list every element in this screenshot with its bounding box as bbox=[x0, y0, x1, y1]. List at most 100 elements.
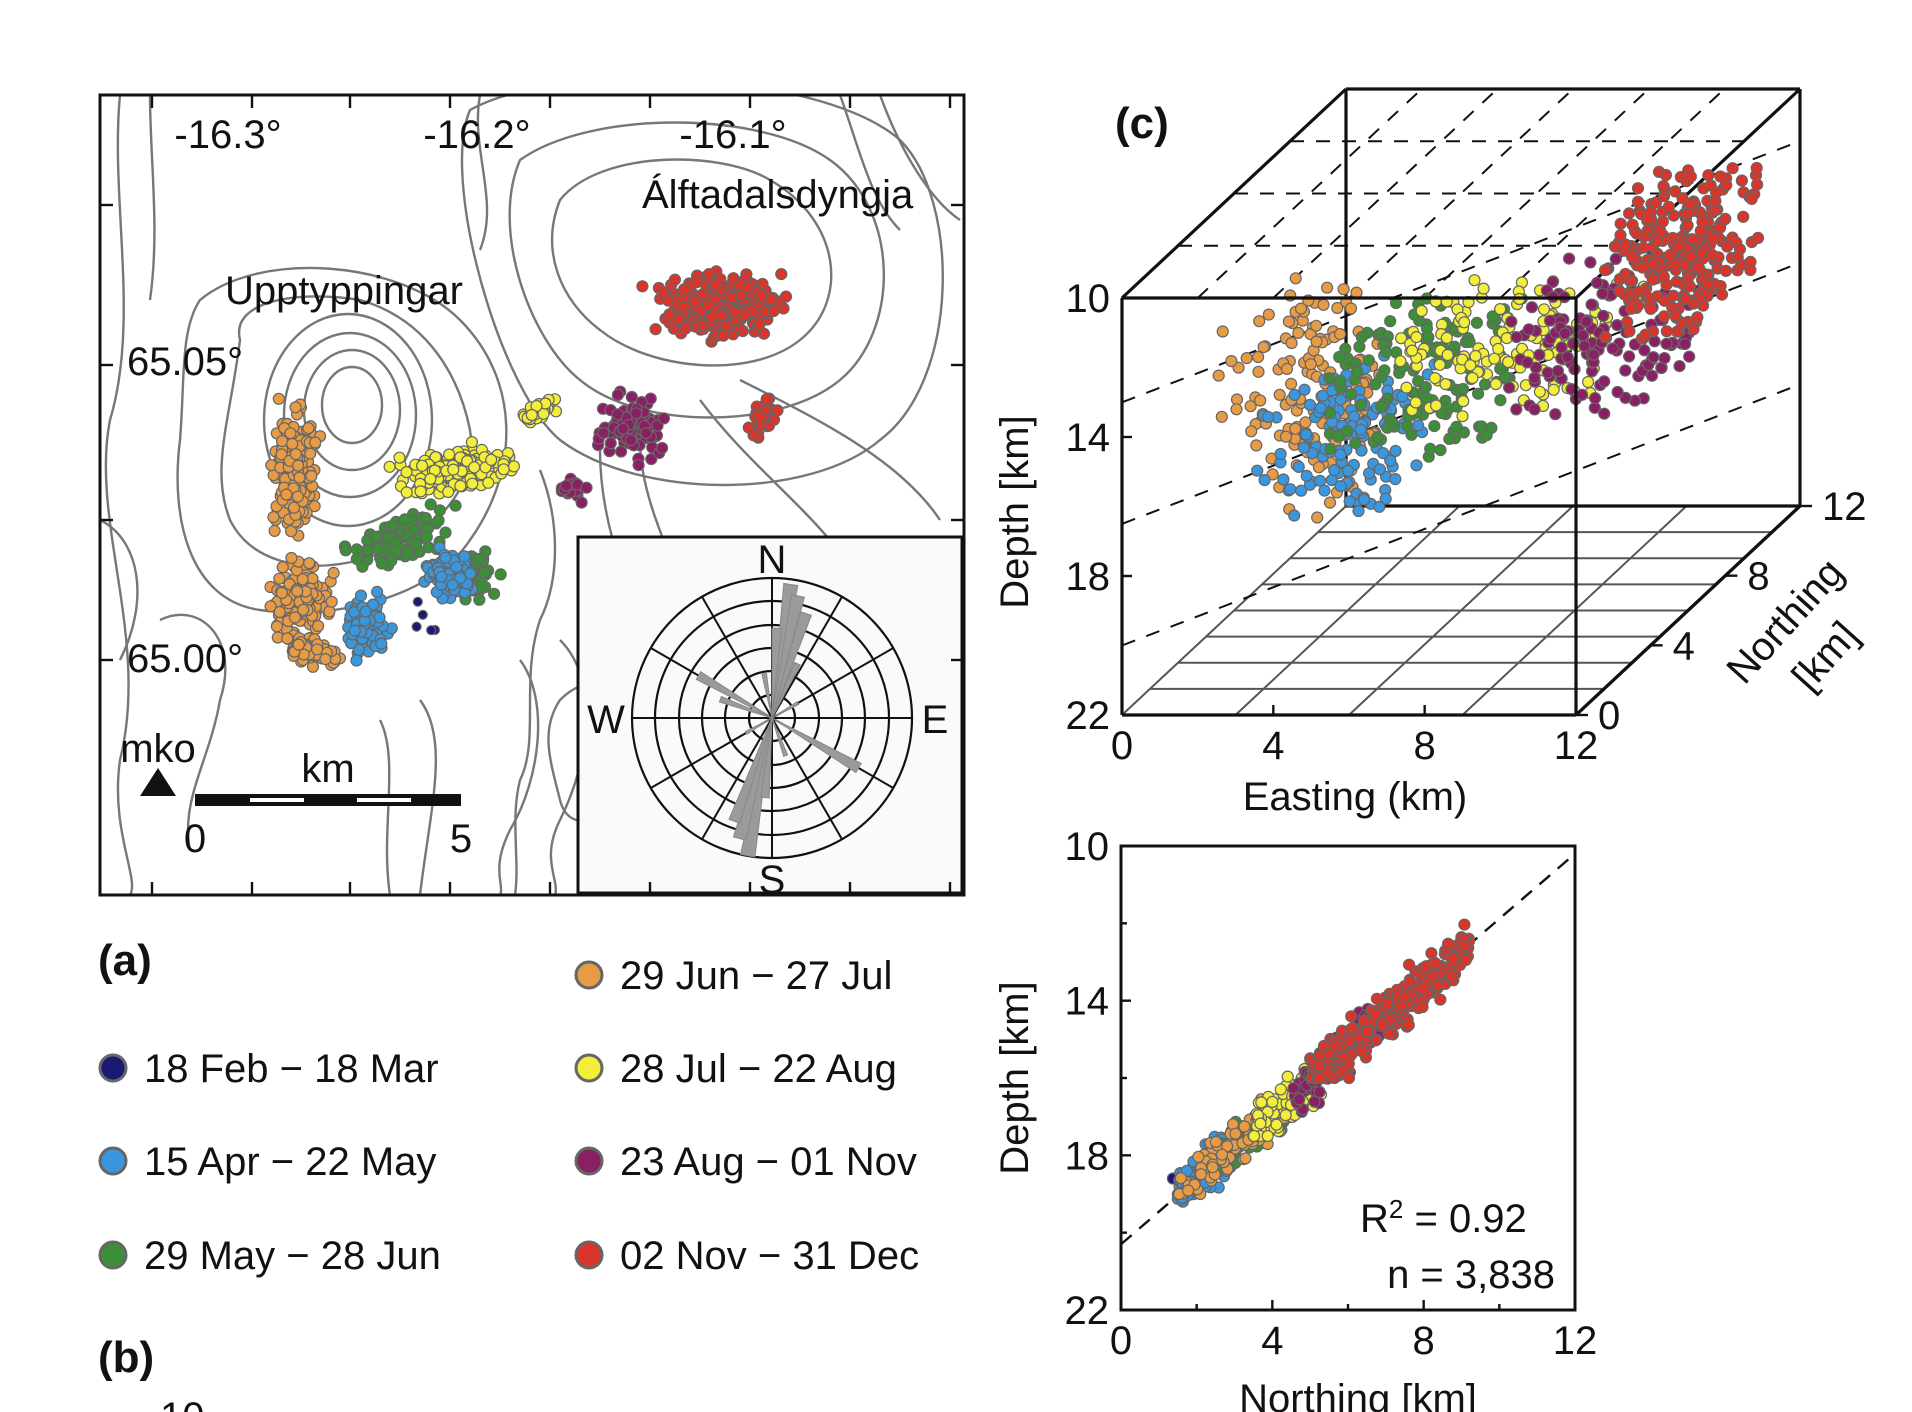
3d-dot bbox=[1522, 323, 1535, 336]
3d-dot bbox=[1299, 428, 1313, 441]
3d-dot bbox=[1547, 383, 1560, 396]
3d-dot bbox=[1662, 200, 1676, 213]
3d-dot bbox=[1510, 331, 1523, 344]
map-dot-jul-aug bbox=[383, 460, 396, 473]
3d-dot bbox=[1389, 473, 1402, 486]
3d-dot bbox=[1684, 250, 1697, 263]
rose-east-label: E bbox=[922, 698, 949, 742]
3d-ztick: 22 bbox=[1066, 694, 1111, 738]
scatter-dot bbox=[1459, 939, 1472, 952]
3d-dot bbox=[1285, 336, 1298, 350]
scatter-dot bbox=[1416, 982, 1429, 995]
map-dot-aug-nov bbox=[616, 422, 630, 435]
3d-dot bbox=[1457, 395, 1470, 408]
map-dot-jun-jul bbox=[311, 643, 324, 656]
scatter-dot bbox=[1270, 1118, 1283, 1131]
3d-dot bbox=[1225, 355, 1238, 368]
map-dot-jun-jul bbox=[305, 469, 318, 483]
3d-dot bbox=[1528, 403, 1541, 416]
3d-dot bbox=[1292, 326, 1305, 339]
3d-dot bbox=[1333, 350, 1346, 364]
lon-label-1: -16.3° bbox=[174, 113, 281, 157]
map-dot-jul-aug bbox=[465, 436, 478, 449]
3d-dot bbox=[1691, 311, 1704, 324]
map-dot-aug-nov bbox=[611, 408, 624, 421]
3d-dot bbox=[1409, 396, 1422, 409]
3d-dot bbox=[1649, 196, 1663, 209]
3d-dot bbox=[1310, 335, 1323, 348]
scalebar-start: 0 bbox=[184, 817, 206, 861]
scatter-dot bbox=[1338, 1051, 1351, 1064]
3d-dot bbox=[1341, 464, 1355, 477]
map-dot-jun-jul bbox=[267, 510, 280, 524]
map-dot-jun-jul bbox=[302, 422, 315, 435]
3d-dot bbox=[1250, 439, 1263, 452]
3d-dot bbox=[1317, 298, 1330, 311]
scatter-dot bbox=[1239, 1152, 1252, 1165]
map-dot-aug-nov bbox=[645, 453, 658, 466]
3d-dot bbox=[1468, 274, 1481, 287]
3d-dot bbox=[1419, 381, 1432, 394]
scatter-dot bbox=[1369, 1008, 1382, 1021]
3d-dot bbox=[1745, 192, 1758, 205]
3d-dot bbox=[1701, 278, 1714, 291]
map-dot-jun-jul bbox=[304, 447, 317, 460]
map-dot-may-jun bbox=[420, 530, 433, 544]
legend-item-4: 29 Jun − 27 Jul bbox=[574, 954, 892, 998]
3d-dot bbox=[1310, 319, 1323, 332]
map-dot-aug-nov bbox=[604, 437, 617, 450]
map-dot-jul-aug bbox=[442, 485, 455, 499]
legend-item-1: 18 Feb − 18 Mar bbox=[98, 1047, 439, 1091]
3d-dot bbox=[1619, 267, 1632, 281]
3d-ytick: 0 bbox=[1598, 694, 1620, 738]
legend-label-5: 28 Jul − 22 Aug bbox=[620, 1047, 897, 1091]
map-dot-apr-may bbox=[458, 550, 471, 563]
3d-xtick: 4 bbox=[1262, 724, 1284, 768]
3d-dot bbox=[1324, 442, 1337, 456]
3d-dot bbox=[1505, 315, 1518, 328]
scatter-dot bbox=[1445, 969, 1458, 983]
panel-c-label: (c) bbox=[1115, 99, 1169, 148]
3d-dot bbox=[1660, 325, 1673, 338]
3d-dot bbox=[1581, 375, 1595, 389]
3d-dot bbox=[1252, 365, 1265, 378]
3d-dot bbox=[1289, 272, 1302, 285]
map-dot-jun-jul bbox=[270, 620, 283, 633]
3d-dot bbox=[1352, 504, 1365, 518]
3d-dot bbox=[1244, 400, 1257, 413]
map-dot-jun-jul bbox=[273, 572, 286, 585]
3d-dot bbox=[1369, 378, 1382, 391]
map-dot-jun-jul bbox=[308, 500, 321, 513]
scatter-dot bbox=[1209, 1135, 1223, 1149]
map-dot-jun-jul bbox=[303, 557, 316, 570]
map-seismicity bbox=[264, 265, 793, 673]
map-dot-jun-jul bbox=[276, 561, 289, 574]
map-dot-jun-jul bbox=[272, 392, 285, 405]
map-dot-apr-may bbox=[454, 571, 467, 585]
3d-dot bbox=[1350, 365, 1364, 378]
3d-dot bbox=[1657, 270, 1670, 283]
map-dot-nov-dec bbox=[709, 278, 723, 291]
scatter-dot bbox=[1441, 937, 1455, 950]
panel-b-partial-tick: 10 bbox=[160, 1395, 205, 1412]
scatter-dot bbox=[1274, 1083, 1287, 1096]
map-dot-apr-may bbox=[439, 551, 452, 564]
map-dot-nov-dec bbox=[677, 283, 691, 296]
3d-dot bbox=[1575, 388, 1589, 401]
map-dot-apr-may bbox=[446, 578, 459, 591]
map-dot-feb-mar bbox=[411, 621, 422, 632]
3d-dot bbox=[1258, 474, 1271, 487]
3d-dot bbox=[1585, 298, 1598, 311]
map-panel: N S E W -16.3° -16.2° -16.1° 65.05° 65.0… bbox=[98, 93, 966, 985]
map-dot-may-jun bbox=[350, 552, 363, 566]
map-dot-jun-jul bbox=[281, 632, 294, 645]
map-dot-apr-may bbox=[435, 570, 448, 583]
map-dot-apr-may bbox=[464, 567, 477, 580]
3d-dot bbox=[1580, 315, 1593, 328]
3d-dot bbox=[1611, 385, 1624, 399]
3d-dot bbox=[1394, 355, 1407, 368]
3d-dot bbox=[1751, 231, 1765, 244]
map-dot-nov-dec bbox=[775, 268, 788, 281]
map-dot-jul-aug bbox=[482, 476, 495, 489]
